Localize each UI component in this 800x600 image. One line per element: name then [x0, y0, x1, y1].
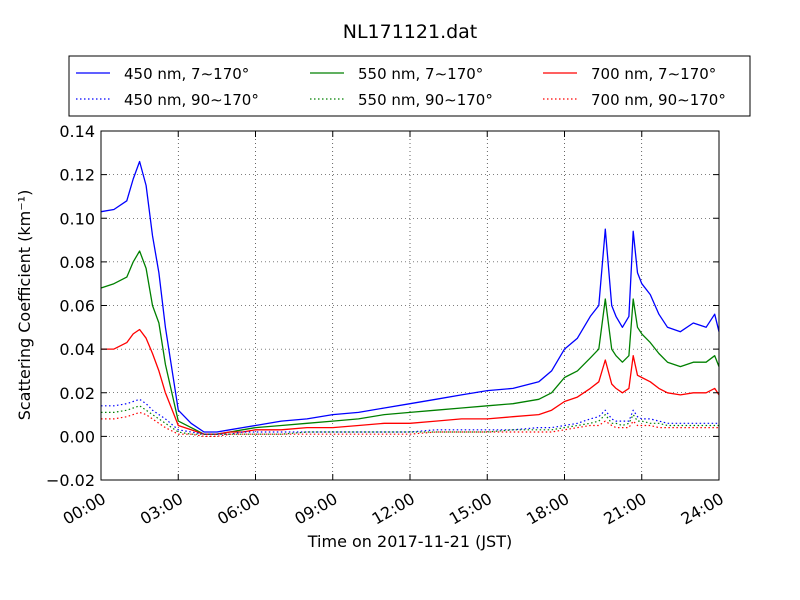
chart-title: NL171121.dat [343, 21, 478, 43]
x-tick-label: 09:00 [291, 489, 340, 529]
y-tick-label: 0.12 [59, 166, 95, 185]
x-tick-label: 03:00 [137, 489, 186, 529]
legend-label-2: 700 nm, 7∼170° [591, 65, 716, 83]
y-tick-label: 0.10 [59, 209, 95, 228]
y-tick-label: 0.00 [59, 427, 95, 446]
legend-label-5: 700 nm, 90∼170° [591, 91, 726, 109]
axis-ticks: 00:00 03:00 06:00 09:00 12:00 15:00 18:00 21:00… [46, 122, 727, 529]
legend: 450 nm, 7∼170° 550 nm, 7∼170° 700 nm, 7∼17… [68, 55, 751, 117]
y-axis-label: Scattering Coefficient (km⁻¹) [15, 190, 34, 421]
x-tick-label: 24:00 [678, 489, 727, 529]
series-line-1 [100, 250, 720, 435]
y-tick-label: 0.14 [59, 122, 95, 141]
series-line-5 [101, 411, 719, 437]
x-tick-label: 15:00 [446, 489, 495, 529]
y-tick-label: 0.04 [59, 340, 95, 359]
legend-frame [68, 55, 751, 117]
y-tick-label: −0.02 [46, 471, 95, 490]
series-line-4 [101, 405, 719, 435]
y-tick-label: 0.08 [59, 253, 95, 272]
x-axis-label: Time on 2017-11-21 (JST) [307, 532, 512, 551]
series-line-2 [101, 328, 720, 435]
x-tick-label: 18:00 [523, 489, 572, 529]
legend-label-4: 550 nm, 90∼170° [358, 91, 493, 109]
legend-label-0: 450 nm, 7∼170° [124, 65, 249, 83]
x-tick-label: 21:00 [600, 489, 649, 529]
plot-area-series [100, 160, 720, 437]
grid-lines [101, 131, 719, 480]
x-tick-label: 06:00 [214, 489, 263, 529]
y-tick-label: 0.02 [59, 384, 95, 403]
series-line-0 [100, 160, 720, 433]
legend-label-1: 550 nm, 7∼170° [358, 65, 483, 83]
x-tick-label: 12:00 [369, 489, 418, 529]
x-tick-label: 00:00 [60, 489, 109, 529]
y-tick-label: 0.06 [59, 297, 95, 316]
legend-label-3: 450 nm, 90∼170° [124, 91, 259, 109]
